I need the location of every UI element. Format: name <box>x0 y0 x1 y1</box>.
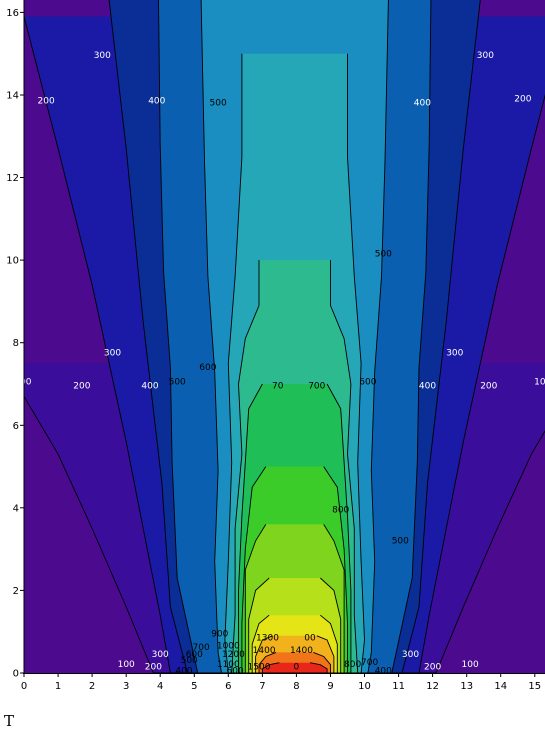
contour-label: 700 <box>308 382 325 392</box>
contour-label: 300 <box>402 650 419 660</box>
contour-label: 200 <box>73 382 90 392</box>
contour-label: 900 <box>211 629 228 639</box>
contour-label: 300 <box>152 650 169 660</box>
y-tick-label: 4 <box>13 503 19 514</box>
contour-line-1500 <box>261 662 328 673</box>
contour-label: 200 <box>480 382 497 392</box>
contour-line-1100 <box>248 577 342 673</box>
x-tick-label: 2 <box>89 681 95 692</box>
contour-label: 400 <box>141 382 158 392</box>
x-tick-label: 6 <box>225 681 231 692</box>
contour-label: 500 <box>210 99 227 109</box>
contour-line-1300 <box>255 635 335 673</box>
contour-label: 200 <box>424 662 441 672</box>
contour-line-1200 <box>251 614 338 673</box>
x-tick-label: 3 <box>123 681 129 692</box>
x-tick-label: 5 <box>191 681 197 692</box>
contour-line-500 <box>200 0 389 673</box>
contour-region-1500 <box>262 662 328 673</box>
contour-label: 600 <box>199 363 216 373</box>
y-axis-ticks: 0 2 4 6 8 10 12 14 16 <box>6 8 24 680</box>
contour-label: 400 <box>419 382 436 392</box>
contour-label: 500 <box>392 536 409 546</box>
x-tick-label: 7 <box>259 681 265 692</box>
contour-label: 1400 <box>290 646 313 656</box>
x-tick-label: 12 <box>426 681 439 692</box>
contour-label: 300 <box>94 51 111 61</box>
contour-label: 10 <box>534 377 545 387</box>
contour-line-300 <box>108 0 481 673</box>
contour-label: 500 <box>181 656 198 666</box>
y-tick-label: 2 <box>13 586 19 597</box>
contour-label: 100 <box>462 660 479 670</box>
contour-label: 500 <box>169 377 186 387</box>
contour-line-100 <box>24 395 545 673</box>
contour-label: 70 <box>272 382 284 392</box>
y-tick-label: 0 <box>13 669 19 680</box>
x-tick-label: 13 <box>460 681 473 692</box>
y-tick-label: 14 <box>6 91 19 102</box>
contour-line-1000 <box>244 524 345 673</box>
contour-label: 1100 <box>217 660 240 670</box>
contour-label: 200 <box>38 97 55 107</box>
y-tick-label: 12 <box>6 173 19 184</box>
contour-label: 300 <box>446 349 463 359</box>
contour-label: 500 <box>375 249 392 259</box>
contour-label: 700 <box>361 658 378 668</box>
contour-bands <box>24 0 545 673</box>
x-tick-label: 11 <box>392 681 405 692</box>
x-tick-label: 1 <box>55 681 61 692</box>
x-tick-label: 10 <box>358 681 371 692</box>
contour-label: 00 <box>20 377 32 387</box>
contour-label: 800 <box>344 660 361 670</box>
contour-label: 300 <box>104 349 121 359</box>
contour-line-400 <box>158 0 432 673</box>
x-tick-label: 4 <box>157 681 163 692</box>
contour-label: 400 <box>175 666 192 676</box>
contour-label: 1400 <box>253 646 276 656</box>
contour-label: 1000 <box>217 642 240 652</box>
contour-label: 100 <box>118 660 135 670</box>
contour-label: 200 <box>514 95 531 105</box>
contour-label: 600 <box>186 650 203 660</box>
x-tick-label: 9 <box>327 681 333 692</box>
x-axis-ticks: 0 1 2 3 4 5 6 7 8 9 10 11 12 13 14 15 <box>21 673 541 692</box>
x-tick-label: 14 <box>494 681 507 692</box>
contour-label: 400 <box>414 99 431 109</box>
contour-line-800 <box>238 383 352 673</box>
contour-label: 200 <box>145 662 162 672</box>
contour-label: 400 <box>148 97 165 107</box>
x-tick-label: 15 <box>528 681 541 692</box>
contour-label: 300 <box>477 51 494 61</box>
axes <box>23 0 545 674</box>
contour-line-200 <box>24 16 545 673</box>
contour-label: 00 <box>304 633 316 643</box>
contour-label: 600 <box>227 666 244 676</box>
contour-line-900 <box>241 466 348 673</box>
x-tick-label: 8 <box>293 681 299 692</box>
y-tick-label: 8 <box>13 338 19 349</box>
contour-label: 1500 <box>248 662 271 672</box>
contour-label: 1300 <box>256 633 279 643</box>
contour-line-700 <box>231 260 359 673</box>
y-tick-label: 6 <box>13 421 19 432</box>
y-tick-label: 10 <box>6 256 19 267</box>
contour-label: 0 <box>294 662 300 672</box>
y-tick-label: 16 <box>6 8 19 19</box>
x-axis-title: T <box>4 712 14 730</box>
contour-label: 700 <box>193 643 210 653</box>
contour-line-1400 <box>258 651 331 673</box>
contour-line-600 <box>224 53 365 673</box>
contour-label: 600 <box>359 377 376 387</box>
contour-label: 800 <box>332 505 349 515</box>
contour-label: 1200 <box>222 650 245 660</box>
contour-label: 400 <box>375 666 392 676</box>
x-tick-label: 0 <box>21 681 27 692</box>
